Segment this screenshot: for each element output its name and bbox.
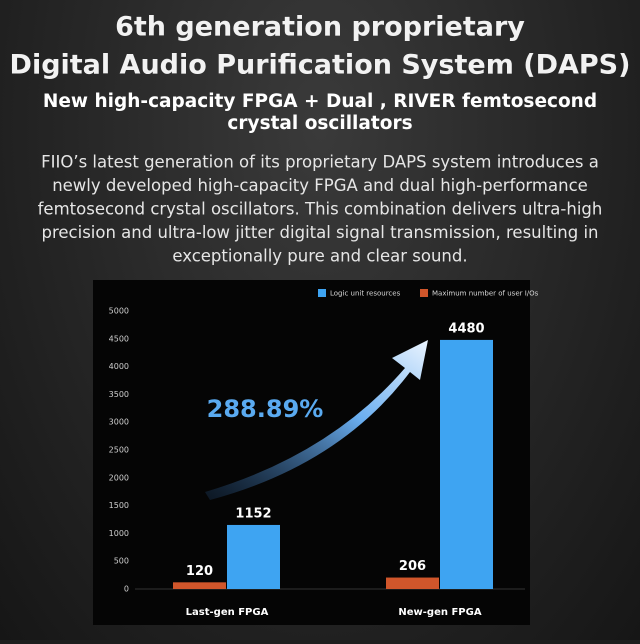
y-tick-label: 2500 [109, 446, 129, 455]
y-tick-label: 1000 [109, 529, 129, 538]
y-tick-label: 2000 [109, 473, 129, 482]
y-tick-label: 5000 [109, 307, 129, 316]
bar [173, 582, 226, 589]
description-line: exceptionally pure and clear sound. [172, 247, 467, 266]
value-label: 4480 [448, 321, 484, 336]
description-line: femtosecond crystal oscillators. This co… [38, 200, 603, 219]
x-tick-label: Last-gen FPGA [186, 607, 269, 618]
bar [386, 577, 439, 589]
legend-swatch [420, 289, 428, 297]
y-tick-label: 1500 [109, 501, 129, 510]
growth-arrow [205, 340, 428, 500]
bar [227, 524, 280, 589]
y-tick-label: 3500 [109, 390, 129, 399]
legend-swatch [318, 289, 326, 297]
bar [440, 339, 493, 589]
growth-annotation: 288.89% [207, 395, 324, 423]
description-line: newly developed high-capacity FPGA and d… [52, 176, 588, 195]
description-line: FIIO’s latest generation of its propriet… [41, 153, 599, 172]
value-label: 1152 [235, 506, 271, 521]
y-tick-label: 500 [114, 557, 129, 566]
legend-label: Maximum number of user I/Os [432, 290, 539, 298]
title-line: Digital Audio Purification System (DAPS) [10, 50, 631, 81]
title-line: 6th generation proprietary [115, 12, 525, 43]
y-tick-label: 3000 [109, 418, 129, 427]
y-tick-label: 0 [124, 585, 129, 594]
y-tick-label: 4500 [109, 334, 129, 343]
y-tick-label: 4000 [109, 362, 129, 371]
legend-label: Logic unit resources [330, 290, 401, 298]
value-label: 206 [399, 559, 426, 574]
description-line: precision and ultra-low jitter digital s… [42, 223, 599, 242]
subtitle-line: New high-capacity FPGA + Dual , RIVER fe… [43, 91, 597, 112]
subtitle-line: crystal oscillators [227, 113, 412, 134]
x-tick-label: New-gen FPGA [398, 607, 481, 618]
value-label: 120 [186, 564, 213, 579]
